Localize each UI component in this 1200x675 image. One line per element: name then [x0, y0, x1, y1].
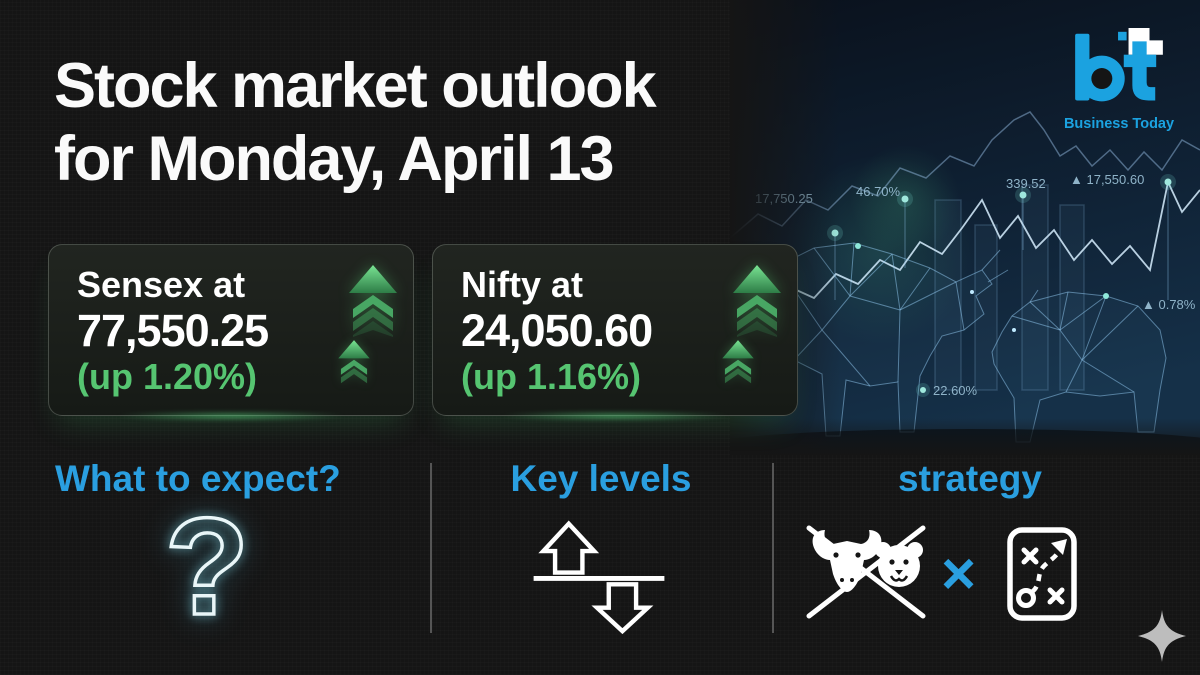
ticker-label: ▲ 17,550.60 [1070, 172, 1144, 187]
nifty-card-name: Nifty at [461, 264, 584, 305]
sensex-card-value: 77,550.25 [77, 304, 269, 356]
business-today-logo: Business Today [1056, 28, 1182, 132]
sensex-card: Sensex at 77,550.25 (up 1.20%) [48, 244, 414, 416]
up-arrow-icon [338, 340, 370, 384]
sparkle-icon [1138, 610, 1186, 662]
nifty-card: Nifty at 24,050.60 (up 1.16%) [432, 244, 798, 416]
question-mark-icon: ? [163, 502, 251, 642]
section-heading-strategy: strategy [898, 458, 1042, 499]
ticker-label: 22.60% [933, 383, 978, 398]
sensex-up-arrows [333, 263, 399, 403]
nifty-card-change: (up 1.16%) [461, 356, 642, 398]
ticker-label: 46.70% [856, 184, 901, 199]
up-arrow-outline [538, 520, 600, 575]
bull-head-icon [812, 530, 882, 592]
glow-dots [827, 174, 1176, 397]
down-arrow-outline [591, 582, 654, 635]
page-title-line2: for Monday, April 13 [54, 124, 615, 195]
up-arrow-icon [733, 265, 781, 337]
ticker-label: 339.52 [1006, 176, 1046, 191]
page-title: Stock market outlook for Monday, April 1… [54, 50, 657, 196]
sensex-card-name: Sensex at [77, 264, 246, 305]
ticker-label: ▲ 0.78% [1142, 297, 1196, 312]
key-levels-icon [533, 520, 665, 635]
playbook-strategy-icon [1007, 527, 1077, 621]
bt-logo-caption: Business Today [1063, 116, 1175, 132]
page-title-line1: Stock market outlook [54, 51, 657, 121]
up-arrow-icon [722, 340, 754, 384]
nifty-up-arrows [717, 263, 783, 403]
bear-head-icon [875, 542, 923, 587]
section-divider [430, 463, 432, 633]
question-mark-glyph: ? [165, 502, 249, 642]
multiply-icon: × [941, 540, 977, 607]
bt-logo-icon [1075, 28, 1163, 102]
section-divider [772, 463, 774, 633]
bull-bear-cross-icon [806, 525, 926, 619]
section-heading-key-levels: Key levels [510, 458, 692, 499]
up-arrow-icon [349, 265, 397, 337]
section-heading-what-to-expect: What to expect? [55, 458, 341, 499]
nifty-card-value: 24,050.60 [461, 304, 653, 356]
sensex-card-change: (up 1.20%) [77, 356, 258, 398]
